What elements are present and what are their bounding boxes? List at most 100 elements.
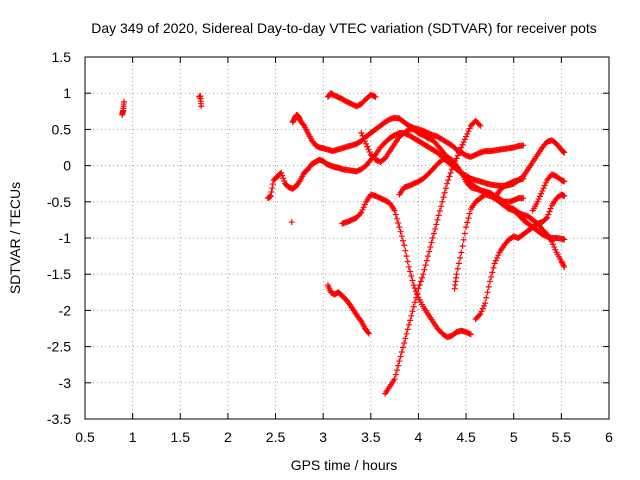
data-point [547, 205, 554, 212]
x-tick-label: 4 [415, 429, 423, 445]
data-point [464, 130, 471, 137]
data-point [415, 285, 422, 292]
data-point [358, 209, 365, 216]
data-point [396, 224, 403, 231]
data-point [490, 264, 497, 271]
data-point [417, 278, 424, 285]
data-point [410, 303, 417, 310]
data-point [440, 194, 447, 201]
data-point [394, 367, 401, 374]
data-point [267, 193, 274, 200]
data-point [405, 263, 412, 270]
data-point [445, 177, 452, 184]
data-point [401, 339, 408, 346]
data-point [366, 149, 373, 156]
data-point [484, 289, 491, 296]
data-point [476, 312, 483, 319]
data-point [410, 282, 417, 289]
y-tick-label: -3.5 [47, 411, 71, 427]
data-point [482, 300, 489, 307]
data-point [360, 204, 367, 211]
data-point [446, 173, 453, 180]
data-point [411, 299, 418, 306]
data-point [422, 262, 429, 269]
data-point [548, 238, 555, 245]
series-s7 [382, 117, 484, 397]
data-point [359, 206, 366, 213]
data-point [477, 122, 484, 129]
data-point [391, 376, 398, 383]
data-point [423, 257, 430, 264]
data-point [466, 125, 473, 132]
data-point [489, 269, 496, 276]
data-point [405, 321, 412, 328]
data-point [561, 236, 568, 243]
data-point [459, 243, 466, 250]
data-point [551, 244, 558, 251]
y-tick-label: -0.5 [47, 194, 71, 210]
data-point [358, 130, 365, 137]
x-tick-label: 2 [224, 429, 232, 445]
data-point [403, 330, 410, 337]
data-point [494, 254, 501, 261]
series-s10 [472, 191, 568, 323]
data-point [455, 149, 462, 156]
data-point [560, 148, 567, 155]
y-tick-label: -2.5 [47, 339, 71, 355]
y-tick-label: 0.5 [52, 121, 72, 137]
data-point [454, 152, 461, 159]
data-point [413, 294, 420, 301]
data-point [392, 211, 399, 218]
data-point [457, 147, 464, 154]
data-point [478, 308, 485, 315]
data-point [269, 185, 276, 192]
data-point [365, 330, 372, 337]
data-point [408, 312, 415, 319]
series-s12 [529, 171, 568, 214]
data-point [458, 144, 465, 151]
data-point [364, 143, 371, 150]
data-point [483, 294, 490, 301]
data-point [461, 136, 468, 143]
data-point [453, 271, 460, 278]
data-point [535, 196, 542, 203]
y-axis-label: SDTVAR / TECUs [7, 182, 23, 294]
data-point [427, 244, 434, 251]
data-point [436, 207, 443, 214]
data-point [480, 302, 487, 309]
data-point [408, 273, 415, 280]
x-axis-label: GPS time / hours [291, 457, 398, 473]
data-point [363, 140, 370, 147]
series-lone [288, 219, 295, 226]
data-point [477, 311, 484, 318]
data-point [357, 316, 364, 323]
data-point [460, 139, 467, 146]
data-point [492, 257, 499, 264]
data-point [361, 201, 368, 208]
data-point [465, 215, 472, 222]
data-point [407, 268, 414, 275]
data-point [495, 252, 502, 259]
data-point [421, 266, 428, 273]
data-point [467, 331, 474, 338]
data-point [447, 169, 454, 176]
data-point [466, 210, 473, 217]
y-tick-label: 1 [63, 85, 71, 101]
data-point [463, 133, 470, 140]
chart-title: Day 349 of 2020, Sidereal Day-to-day VTE… [91, 20, 597, 36]
data-point [458, 249, 465, 256]
data-point [542, 179, 549, 186]
x-tick-label: 3 [319, 429, 327, 445]
data-point [279, 172, 286, 179]
y-tick-label: -1 [59, 230, 72, 246]
data-point [409, 308, 416, 315]
data-point [544, 214, 551, 221]
data-point [398, 349, 405, 356]
data-point [429, 235, 436, 241]
data-point [432, 225, 439, 232]
data-point [428, 239, 435, 246]
data-point [426, 248, 433, 255]
data-point [435, 212, 442, 219]
data-point [269, 181, 276, 188]
data-point [545, 211, 552, 218]
